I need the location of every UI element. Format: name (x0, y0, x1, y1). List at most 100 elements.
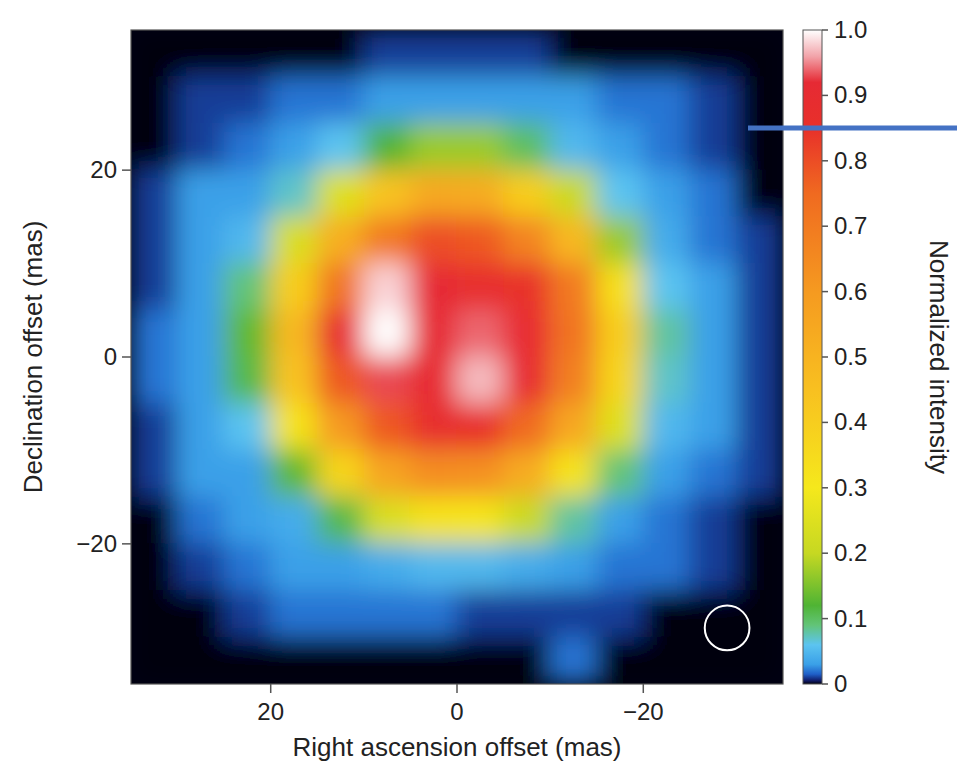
cell (131, 216, 178, 264)
cell (363, 216, 411, 264)
cell (550, 170, 598, 218)
cell (224, 30, 272, 77)
colorbar-tick-label: 1.0 (834, 16, 867, 43)
colorbar-tick (822, 29, 828, 31)
plot-frame (131, 30, 783, 684)
cell (736, 310, 783, 358)
cell (317, 216, 365, 264)
cell (503, 170, 551, 218)
colorbar-tick (822, 552, 828, 554)
cell (410, 637, 458, 684)
cell (131, 123, 178, 171)
cell (363, 263, 411, 311)
cell (736, 170, 783, 218)
cell (177, 543, 225, 591)
colorbar-tick-label: 0.4 (834, 408, 867, 435)
cell (503, 357, 551, 405)
cell (503, 450, 551, 498)
cell (224, 310, 272, 358)
cell (317, 543, 365, 591)
cell (224, 497, 272, 545)
cell (503, 310, 551, 358)
cell (363, 357, 411, 405)
cell (363, 590, 411, 638)
cell (550, 30, 598, 77)
cell (317, 450, 365, 498)
cell (550, 263, 598, 311)
cell (596, 590, 644, 638)
cell (317, 403, 365, 451)
cell (270, 637, 318, 684)
cell (363, 497, 411, 545)
y-tick (122, 543, 131, 545)
colorbar-tick-label: 0.2 (834, 539, 867, 566)
cell (457, 543, 505, 591)
cell (270, 76, 318, 124)
cell (643, 310, 691, 358)
cell (177, 30, 225, 77)
cell (224, 450, 272, 498)
cell (596, 170, 644, 218)
x-tick-label: −20 (623, 698, 664, 725)
colorbar-title: Normalized intensity (924, 240, 954, 474)
cell (270, 543, 318, 591)
cell (457, 216, 505, 264)
cell (177, 216, 225, 264)
cell (410, 30, 458, 77)
cell (177, 497, 225, 545)
cell (596, 216, 644, 264)
cells (131, 30, 783, 684)
cell (177, 357, 225, 405)
cell (457, 263, 505, 311)
cell (270, 263, 318, 311)
cell (457, 76, 505, 124)
cell (363, 310, 411, 358)
cell (363, 123, 411, 171)
cell (131, 170, 178, 218)
cell (550, 590, 598, 638)
cell (736, 357, 783, 405)
cell (643, 30, 691, 77)
cell (550, 123, 598, 171)
colorbar-tick (822, 160, 828, 162)
cell (363, 170, 411, 218)
cell (689, 590, 737, 638)
cell (131, 637, 178, 684)
x-tick-label: 0 (450, 698, 463, 725)
cell (503, 497, 551, 545)
cell (177, 263, 225, 311)
cell (224, 637, 272, 684)
cell (689, 30, 737, 77)
cell (550, 76, 598, 124)
cell (410, 76, 458, 124)
cell (736, 76, 783, 124)
cell (131, 590, 178, 638)
cell (596, 263, 644, 311)
colorbar-tick (822, 225, 828, 227)
cell (410, 123, 458, 171)
cell (317, 497, 365, 545)
cell (689, 123, 737, 171)
cell (131, 263, 178, 311)
colorbar-tick-label: 0.1 (834, 605, 867, 632)
cell (131, 543, 178, 591)
cell (177, 76, 225, 124)
cell (736, 263, 783, 311)
cell (596, 76, 644, 124)
cell (689, 263, 737, 311)
x-tick (643, 684, 645, 693)
cell (363, 403, 411, 451)
cell (224, 123, 272, 171)
cell (503, 543, 551, 591)
cell (270, 357, 318, 405)
chart: 200−20−20020Right ascension offset (mas)… (0, 0, 962, 778)
cell (596, 357, 644, 405)
cell (689, 170, 737, 218)
cell (503, 403, 551, 451)
cell (177, 310, 225, 358)
cell (643, 170, 691, 218)
cell (270, 216, 318, 264)
cell (643, 263, 691, 311)
y-tick-label: 0 (104, 343, 117, 370)
cell (317, 123, 365, 171)
